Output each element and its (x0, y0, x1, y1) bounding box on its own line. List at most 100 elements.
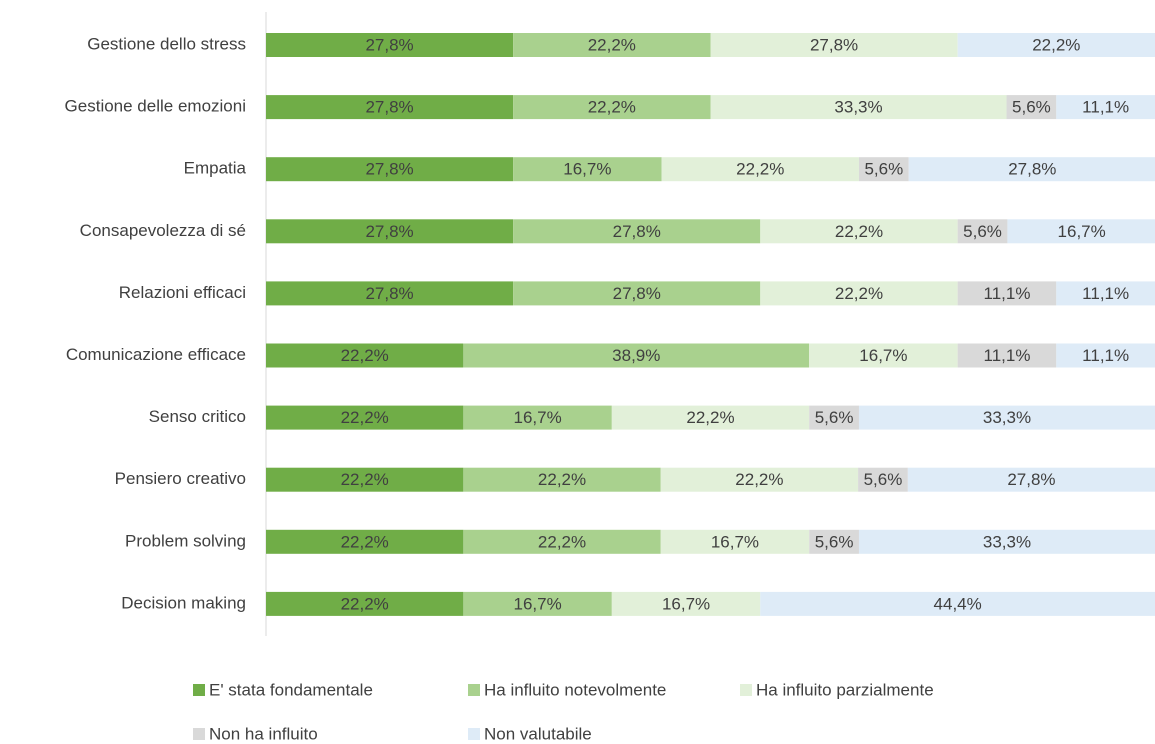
y-tick-label: Gestione delle emozioni (65, 97, 246, 116)
bar-segment (266, 281, 514, 306)
bar-segment (266, 157, 514, 182)
data-label: 11,1% (984, 284, 1031, 303)
bar-segment (266, 467, 464, 492)
bar-segment (266, 33, 514, 57)
data-label: 22,2% (341, 346, 389, 365)
data-label: 11,1% (1082, 346, 1129, 365)
bar-segment (611, 591, 761, 616)
legend-label: Ha influito parzialmente (756, 680, 934, 699)
data-label: 16,7% (513, 408, 561, 427)
y-tick-label: Relazioni efficaci (119, 283, 246, 302)
legend-label: Non valutabile (484, 724, 592, 743)
y-tick-label: Comunicazione efficace (66, 345, 246, 364)
bar-segment (1007, 219, 1155, 244)
data-label: 33,3% (983, 408, 1031, 427)
bar-segment (513, 219, 761, 244)
legend-swatch (468, 728, 480, 740)
y-tick-label: Empatia (184, 159, 247, 178)
y-tick-label: Decision making (121, 593, 246, 612)
y-tick-label: Consapevolezza di sé (80, 221, 246, 240)
bar-segment (908, 157, 1155, 182)
bar-segment (1056, 281, 1155, 306)
data-label: 27,8% (1007, 470, 1055, 489)
bar-segment (513, 157, 662, 182)
data-label: 22,2% (735, 470, 783, 489)
bar-segment (858, 529, 1155, 554)
bar-segment (1056, 95, 1155, 120)
bar-segment (463, 591, 612, 616)
data-label: 11,1% (1082, 284, 1129, 303)
bar-segment (463, 405, 612, 430)
bar-segment (513, 33, 711, 57)
bar-segment (463, 343, 810, 368)
data-label: 27,8% (365, 98, 413, 117)
data-label: 22,2% (341, 532, 389, 551)
bar-segment (760, 591, 1155, 616)
bar-segment (266, 405, 464, 430)
data-label: 22,2% (341, 594, 389, 613)
data-label: 27,8% (810, 35, 858, 54)
data-label: 22,2% (341, 470, 389, 489)
bar-segment (266, 95, 514, 120)
y-tick-label: Problem solving (125, 531, 246, 550)
bar-segment (266, 219, 514, 244)
y-tick-label: Senso critico (149, 407, 246, 426)
data-label: 27,8% (1008, 160, 1056, 179)
bar-segment (957, 219, 1008, 244)
data-label: 22,2% (686, 408, 734, 427)
data-label: 11,1% (1082, 98, 1129, 117)
data-label: 38,9% (612, 346, 660, 365)
bar-segment (907, 467, 1155, 492)
data-label: 11,1% (984, 346, 1031, 365)
bar-segment (660, 529, 810, 554)
data-label: 16,7% (1058, 222, 1106, 241)
legend-label: Ha influito notevolmente (484, 680, 666, 699)
data-label: 22,2% (588, 98, 636, 117)
bar-segment (710, 33, 958, 57)
data-label: 22,2% (1032, 35, 1080, 54)
data-label: 5,6% (864, 160, 903, 179)
bar-segment (760, 281, 958, 306)
legend-label: Non ha influito (209, 724, 318, 743)
data-label: 5,6% (815, 408, 854, 427)
data-label: 5,6% (864, 470, 903, 489)
data-label: 22,2% (538, 532, 586, 551)
data-label: 22,2% (835, 284, 883, 303)
data-label: 16,7% (711, 532, 759, 551)
bar-segment (463, 467, 661, 492)
bar-segment (266, 529, 464, 554)
bar-segment (266, 591, 464, 616)
data-label: 16,7% (513, 594, 561, 613)
data-label: 16,7% (563, 160, 611, 179)
bar-segment (513, 281, 761, 306)
data-label: 33,3% (983, 532, 1031, 551)
data-label: 27,8% (365, 160, 413, 179)
bar-segment (809, 405, 859, 430)
bar-segment (858, 157, 909, 182)
data-label: 22,2% (341, 408, 389, 427)
data-label: 22,2% (835, 222, 883, 241)
bar-segment (957, 281, 1057, 306)
data-label: 27,8% (365, 284, 413, 303)
bar-segment (1006, 95, 1057, 120)
bar-segment (957, 343, 1057, 368)
data-label: 16,7% (859, 346, 907, 365)
data-label: 27,8% (365, 35, 413, 54)
bar-segment (513, 95, 711, 120)
bar-segment (463, 529, 661, 554)
bar-segment (710, 95, 1007, 120)
bar-segment (611, 405, 810, 430)
bar-segment (1056, 343, 1155, 368)
y-tick-label: Pensiero creativo (115, 469, 246, 488)
data-label: 22,2% (736, 160, 784, 179)
data-label: 5,6% (1012, 98, 1051, 117)
bar-segment (760, 219, 958, 244)
data-label: 27,8% (613, 222, 661, 241)
y-tick-label: Gestione dello stress (87, 34, 246, 53)
data-label: 33,3% (834, 98, 882, 117)
data-label: 27,8% (613, 284, 661, 303)
legend-label: E' stata fondamentale (209, 680, 373, 699)
bar-segment (661, 157, 859, 182)
bar-segment (858, 467, 908, 492)
bar-segment (957, 33, 1155, 57)
